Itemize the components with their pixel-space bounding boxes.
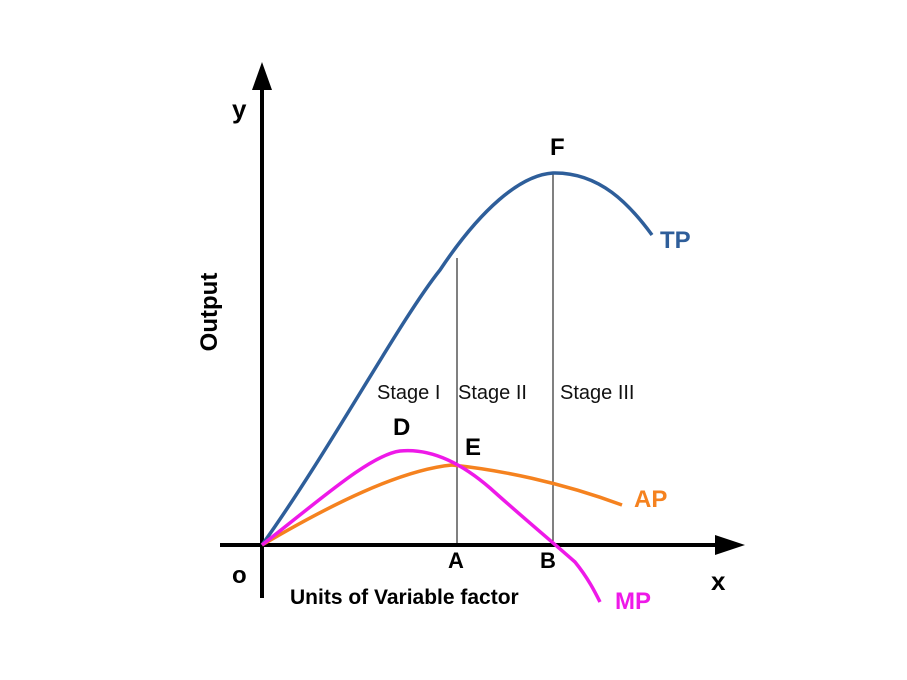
ap-curve-label: AP xyxy=(634,486,667,513)
point-d-label: D xyxy=(393,414,410,441)
x-axis-arrowhead xyxy=(715,535,745,555)
tp-curve-label: TP xyxy=(660,227,691,254)
point-e-label: E xyxy=(465,434,481,461)
stage-3-label: Stage III xyxy=(560,382,635,404)
stage-2-label: Stage II xyxy=(458,382,527,404)
ap-curve xyxy=(261,463,623,547)
tp-curve xyxy=(260,171,654,547)
point-b-label: B xyxy=(540,548,556,573)
x-axis-title: Units of Variable factor xyxy=(290,586,519,609)
y-axis-arrowhead xyxy=(252,62,272,90)
point-a-label: A xyxy=(448,548,464,573)
y-axis-title: Output xyxy=(196,273,223,352)
origin-label: o xyxy=(232,562,247,589)
stage-1-label: Stage I xyxy=(377,382,440,404)
x-axis-letter: x xyxy=(711,566,726,596)
mp-curve-label: MP xyxy=(615,588,651,615)
mp-curve xyxy=(260,448,602,603)
point-f-label: F xyxy=(550,134,565,161)
y-axis-letter: y xyxy=(232,94,247,124)
